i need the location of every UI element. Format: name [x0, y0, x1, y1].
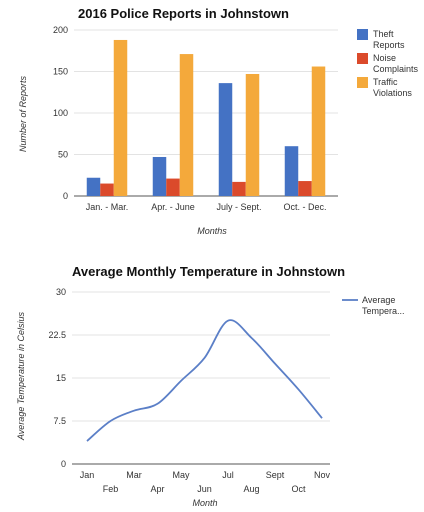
line-x-tick-label: Nov	[314, 470, 331, 480]
line-x-tick-label: Jun	[197, 484, 212, 494]
bar-traffic-violations	[179, 54, 194, 196]
legend-label: Traffic	[373, 77, 398, 87]
line-x-tick-label: Apr	[150, 484, 164, 494]
bar-chart-x-axis-title: Months	[197, 226, 227, 236]
bar-chart-y-axis-title: Number of Reports	[18, 75, 28, 152]
line-x-tick-label: Oct	[291, 484, 306, 494]
bar-traffic-violations	[311, 66, 326, 197]
legend-swatch	[357, 29, 368, 40]
legend-label: Reports	[373, 40, 405, 50]
police-reports-bar-chart: 2016 Police Reports in Johnstown 0 50 100 1…	[18, 6, 419, 236]
bar-y-tick-label: 200	[53, 25, 68, 35]
bar-y-tick-label: 50	[58, 150, 68, 160]
line-y-tick-label: 22.5	[48, 330, 66, 340]
bar-noise-complaints	[166, 178, 180, 196]
line-x-tick-label: Jul	[222, 470, 234, 480]
bar-traffic-violations	[113, 39, 128, 197]
bar-noise-complaints	[232, 181, 246, 196]
bar-y-tick-label: 100	[53, 108, 68, 118]
line-y-tick-label: 7.5	[53, 416, 66, 426]
line-chart-gridlines	[72, 291, 330, 465]
bar-theft-reports	[86, 177, 101, 196]
legend-swatch	[357, 53, 368, 64]
bar-theft-reports	[218, 83, 233, 196]
legend-swatch	[357, 77, 368, 88]
line-chart-y-tick-labels: 0 7.5 15 22.5 30	[48, 287, 66, 469]
bar-x-tick-label: Jan. - Mar.	[86, 202, 129, 212]
bar-traffic-violations	[245, 73, 260, 196]
bar-theft-reports	[152, 156, 167, 196]
bar-chart-title: 2016 Police Reports in Johnstown	[78, 6, 289, 21]
line-chart-title: Average Monthly Temperature in Johnstown	[72, 264, 345, 279]
line-x-tick-label: Sept	[266, 470, 285, 480]
legend-label: Noise	[373, 53, 396, 63]
bar-y-tick-label: 150	[53, 67, 68, 77]
bar-x-tick-label: Oct. - Dec.	[283, 202, 326, 212]
line-chart-y-axis-title: Average Temperature in Celsius	[16, 311, 26, 441]
bar-y-tick-label: 0	[63, 191, 68, 201]
bar-noise-complaints	[298, 181, 312, 196]
bar-x-tick-label: Apr. - June	[151, 202, 195, 212]
line-y-tick-label: 0	[61, 459, 66, 469]
legend-label: Complaints	[373, 64, 419, 74]
line-x-tick-label: May	[172, 470, 190, 480]
bar-chart-x-tick-labels: Jan. - Mar. Apr. - June July - Sept. Oct. -…	[86, 202, 327, 212]
bar-noise-complaints	[100, 183, 114, 196]
line-y-tick-label: 30	[56, 287, 66, 297]
bar-chart-bars	[86, 39, 326, 197]
legend-label: Average	[362, 295, 395, 305]
line-x-tick-label: Jan	[80, 470, 95, 480]
line-x-tick-label: Aug	[243, 484, 259, 494]
temperature-line-chart: Average Monthly Temperature in Johnstown…	[16, 264, 405, 508]
line-x-tick-label: Mar	[126, 470, 142, 480]
line-chart-x-axis-title: Month	[192, 498, 217, 508]
line-x-tick-label: Feb	[103, 484, 119, 494]
legend-label: Theft	[373, 29, 394, 39]
temperature-series-line	[86, 319, 323, 442]
line-chart-x-tick-labels: Jan Feb Mar Apr May Jun Jul Aug Sept Oct Nov	[80, 470, 331, 494]
bar-theft-reports	[284, 146, 299, 196]
bar-chart-gridlines	[74, 29, 338, 197]
legend-label: Violations	[373, 88, 412, 98]
legend-label: Tempera...	[362, 306, 405, 316]
line-y-tick-label: 15	[56, 373, 66, 383]
bar-x-tick-label: July - Sept.	[216, 202, 261, 212]
line-chart-legend: AverageTempera...	[342, 295, 405, 316]
bar-chart-y-tick-labels: 0 50 100 150 200	[53, 25, 68, 201]
